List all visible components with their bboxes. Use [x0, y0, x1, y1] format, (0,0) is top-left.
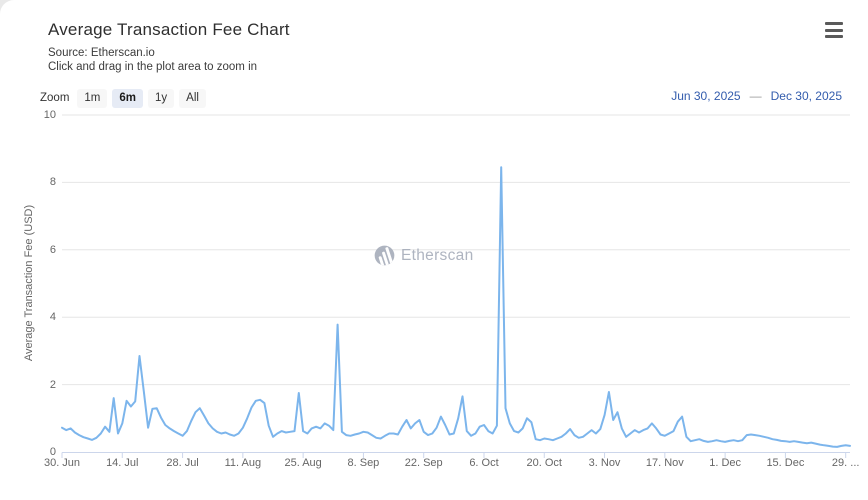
- x-tick-label: 17. Nov: [645, 457, 684, 469]
- zoom-button-6m[interactable]: 6m: [112, 88, 144, 109]
- page-title: Average Transaction Fee Chart: [48, 20, 290, 39]
- chart-hint: Click and drag in the plot area to zoom …: [48, 61, 258, 73]
- x-tick-label: 11. Aug: [224, 457, 262, 469]
- zoom-button-1m[interactable]: 1m: [77, 88, 108, 109]
- x-tick-label: 29. ...: [831, 457, 860, 469]
- x-tick-label: 25. Aug: [284, 457, 322, 469]
- zoom-buttons: 1m 6m 1y All: [77, 88, 211, 109]
- range-separator-icon: —: [749, 89, 762, 103]
- zoom-button-1y[interactable]: 1y: [148, 88, 175, 109]
- x-tick-label: 1. Dec: [709, 457, 742, 469]
- x-tick-label: 8. Sep: [347, 457, 380, 469]
- range-from-date[interactable]: Jun 30, 2025: [671, 89, 741, 103]
- range-selector: Zoom 1m 6m 1y All: [40, 87, 211, 109]
- date-range: Jun 30, 2025 — Dec 30, 2025: [671, 89, 842, 103]
- chart-source: Source: Etherscan.io: [48, 47, 155, 59]
- x-tick-label: 20. Oct: [526, 457, 562, 469]
- y-tick-label: 10: [43, 109, 56, 121]
- y-tick-label: 2: [49, 378, 56, 391]
- x-tick-label: 22. Sep: [404, 457, 443, 469]
- range-to-date[interactable]: Dec 30, 2025: [770, 89, 842, 103]
- x-tick-label: 3. Nov: [588, 457, 621, 469]
- y-tick-label: 6: [49, 243, 56, 256]
- y-tick-label: 8: [49, 176, 56, 189]
- x-tick-label: 14. Jul: [106, 457, 139, 469]
- x-tick-label: 6. Oct: [469, 457, 499, 469]
- y-tick-label: 4: [49, 311, 56, 324]
- x-tick-label: 28. Jul: [166, 457, 199, 469]
- zoom-label: Zoom: [40, 92, 70, 104]
- y-tick-label: 0: [49, 446, 56, 458]
- x-tick-label: 30. Jun: [43, 457, 81, 469]
- hamburger-menu-icon[interactable]: [825, 22, 845, 38]
- x-tick-label: 15. Dec: [766, 457, 805, 469]
- zoom-button-all[interactable]: All: [179, 88, 206, 109]
- plot-area[interactable]: [0, 108, 868, 480]
